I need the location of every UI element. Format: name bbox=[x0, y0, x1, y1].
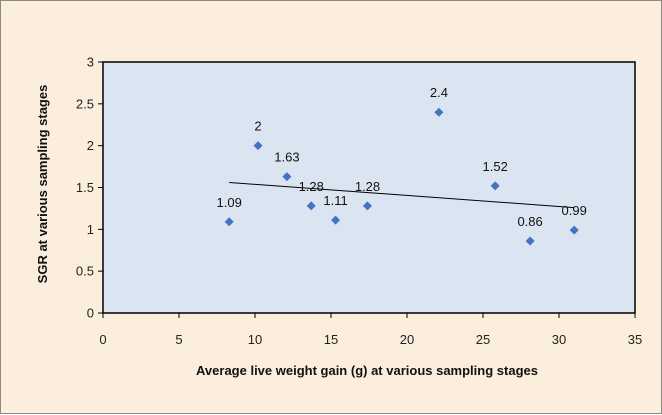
x-tick-label: 0 bbox=[99, 332, 106, 347]
y-tick-label: 2.5 bbox=[76, 96, 94, 111]
y-tick-label: 0 bbox=[87, 306, 94, 321]
data-label: 1.28 bbox=[299, 179, 324, 194]
x-tick-label: 25 bbox=[476, 332, 490, 347]
y-tick-label: 0.5 bbox=[76, 264, 94, 279]
x-tick-label: 35 bbox=[628, 332, 642, 347]
data-label: 1.52 bbox=[483, 159, 508, 174]
x-tick-label: 20 bbox=[400, 332, 414, 347]
y-tick-label: 1 bbox=[87, 222, 94, 237]
data-point bbox=[569, 225, 579, 235]
x-tick-label: 5 bbox=[175, 332, 182, 347]
data-label: 1.63 bbox=[274, 150, 299, 165]
y-axis-title: SGR at various sampling stages bbox=[35, 85, 50, 284]
data-label: 0.86 bbox=[517, 214, 542, 229]
data-point bbox=[306, 201, 316, 211]
data-label: 1.28 bbox=[355, 179, 380, 194]
trendline bbox=[229, 181, 575, 209]
data-point bbox=[434, 107, 444, 117]
data-label: 1.11 bbox=[323, 193, 347, 208]
x-tick-label: 10 bbox=[248, 332, 262, 347]
data-point bbox=[490, 181, 500, 191]
y-tick-label: 2 bbox=[87, 138, 94, 153]
data-point bbox=[525, 236, 535, 246]
data-label: 1.09 bbox=[217, 195, 242, 210]
plot-area bbox=[102, 61, 636, 314]
data-point bbox=[331, 215, 341, 225]
data-label: 2 bbox=[254, 119, 261, 134]
data-label: 2.4 bbox=[430, 85, 448, 100]
data-point bbox=[253, 141, 263, 151]
x-axis-title: Average live weight gain (g) at various … bbox=[196, 363, 538, 378]
data-point bbox=[362, 201, 372, 211]
data-label: 0.99 bbox=[562, 203, 587, 218]
x-tick-label: 15 bbox=[324, 332, 338, 347]
y-tick-label: 1.5 bbox=[76, 180, 94, 195]
x-tick-label: 30 bbox=[552, 332, 566, 347]
data-point bbox=[282, 172, 292, 182]
data-point bbox=[224, 217, 234, 227]
y-tick-label: 3 bbox=[87, 55, 94, 70]
